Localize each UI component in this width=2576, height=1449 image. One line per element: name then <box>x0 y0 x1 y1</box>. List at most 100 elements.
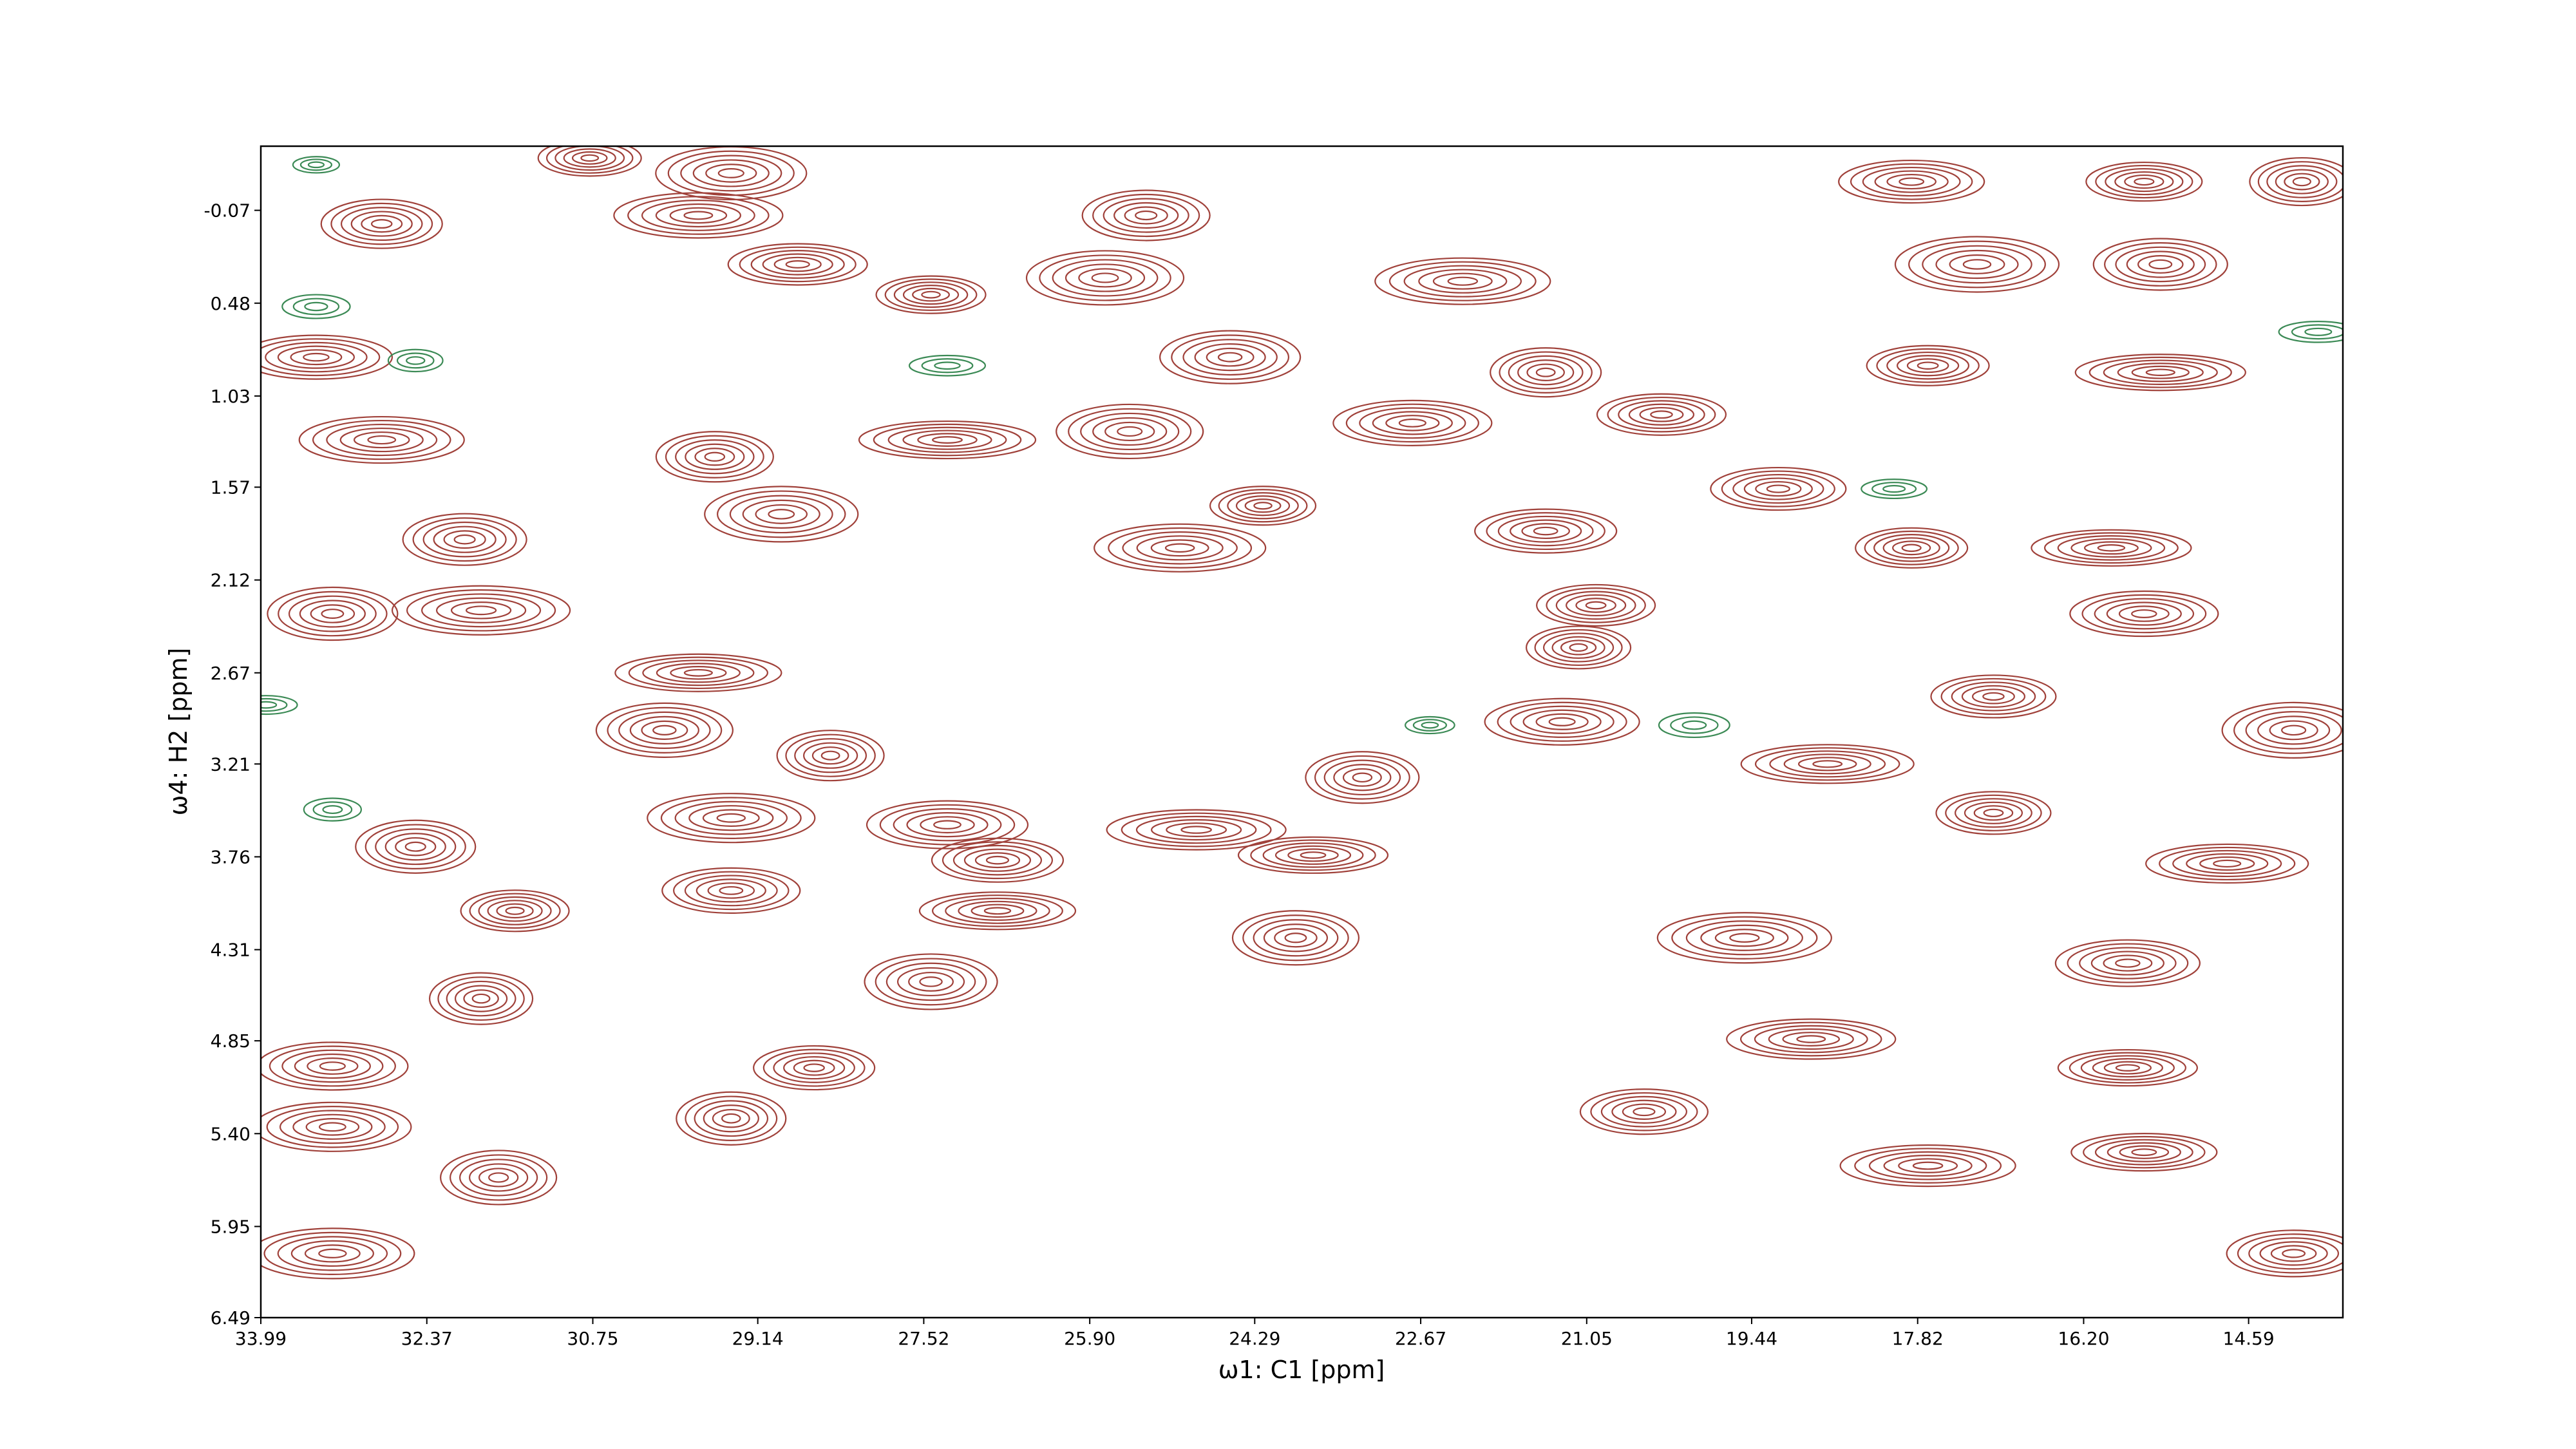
x-axis-label: ω1: C1 [ppm] <box>1218 1356 1385 1384</box>
contour-line <box>1091 272 1119 283</box>
contour-line <box>669 207 728 224</box>
contour-line <box>1263 923 1329 952</box>
contour-line <box>873 423 1022 457</box>
contour-line <box>292 156 341 174</box>
contour-line <box>712 1108 750 1128</box>
contour-line <box>2291 324 2343 340</box>
contour-line <box>2083 541 2139 555</box>
contour-line <box>958 900 1037 921</box>
contour-line <box>656 663 741 683</box>
contour-line <box>2067 943 2189 983</box>
contour-line <box>1124 206 1168 225</box>
contour-line <box>983 907 1012 915</box>
contour-line <box>487 900 543 922</box>
contour-line <box>1639 406 1684 422</box>
contour-line <box>750 250 845 279</box>
y-axis-label: ω4: H2 [ppm] <box>164 648 193 816</box>
contour-peak <box>2069 590 2219 638</box>
contour-line <box>783 1056 846 1080</box>
contour-peak <box>387 348 444 373</box>
contour-line <box>1864 530 1959 565</box>
contour-peak <box>292 156 341 174</box>
contour-line <box>1628 403 1695 426</box>
contour-line <box>739 246 857 283</box>
contour-line <box>2248 1237 2340 1270</box>
contour-line <box>1484 697 1640 746</box>
contour-line <box>1940 677 2047 715</box>
contour-line <box>1873 534 1950 562</box>
contour-line <box>1850 163 1973 200</box>
contour-line <box>299 600 366 628</box>
contour-peak <box>261 1101 412 1152</box>
contour-line <box>1898 1158 1958 1173</box>
contour-line <box>952 844 1043 876</box>
contour-line <box>762 253 833 276</box>
contour-line <box>896 967 965 997</box>
contour-line <box>1403 265 1522 298</box>
contour-peak <box>655 431 774 483</box>
contour-line <box>299 158 333 171</box>
contour-line <box>2054 939 2201 987</box>
contour-line <box>864 953 998 1010</box>
contour-line <box>1385 415 1440 431</box>
contour-line <box>1342 768 1382 787</box>
contour-peak <box>1159 330 1302 384</box>
contour-line <box>931 837 1065 883</box>
contour-line <box>298 415 465 464</box>
contour-line <box>1490 347 1602 398</box>
contour-line <box>433 526 497 553</box>
contour-line <box>1983 808 2004 817</box>
contour-line <box>437 976 525 1021</box>
contour-line <box>1685 920 1803 956</box>
contour-peak <box>1861 478 1928 500</box>
contour-line <box>1838 159 1985 204</box>
contour-peak <box>1056 403 1204 460</box>
contour-line <box>1892 540 1931 556</box>
contour-line <box>1917 361 1939 370</box>
contour-line <box>1521 523 1570 540</box>
contour-line <box>1525 625 1632 670</box>
contour-line <box>1039 254 1171 301</box>
contour-line <box>469 893 561 929</box>
contour-line <box>613 192 784 239</box>
contour-line <box>2088 356 2232 388</box>
contour-line <box>2284 173 2320 191</box>
contour-line <box>305 1118 360 1136</box>
contour-line <box>1899 177 1925 186</box>
contour-line <box>2257 161 2343 202</box>
contour-line <box>655 203 741 228</box>
contour-peak <box>614 653 782 692</box>
contour-peak <box>1106 809 1287 851</box>
contour-line <box>963 848 1032 872</box>
contour-line <box>1546 587 1646 623</box>
contour-line <box>1754 747 1900 781</box>
contour-line <box>1590 1092 1698 1132</box>
contour-peak <box>613 192 784 239</box>
contour-peak <box>918 891 1077 931</box>
contour-line <box>406 356 426 365</box>
contour-line <box>692 159 770 187</box>
contour-line <box>1700 924 1789 951</box>
contour-line <box>330 202 433 245</box>
contour-line <box>1874 170 1949 193</box>
contour-line <box>1535 367 1556 377</box>
contour-line <box>2145 368 2175 376</box>
contour-line <box>267 586 399 641</box>
contour-line <box>1739 1021 1882 1057</box>
contour-line <box>2095 164 2193 199</box>
contour-line <box>934 361 961 370</box>
contour-line <box>1068 408 1192 455</box>
contour-line <box>2057 1048 2198 1087</box>
contour-peak <box>391 585 571 636</box>
contour-line <box>1906 358 1949 374</box>
contour-line <box>1305 751 1420 804</box>
contour-peak <box>440 1150 558 1206</box>
contour-line <box>2266 165 2338 198</box>
contour-line <box>742 499 820 529</box>
contour-line <box>361 214 403 233</box>
contour-line <box>629 715 699 744</box>
contour-line <box>655 146 808 201</box>
contour-line <box>278 591 388 637</box>
contour-line <box>2114 171 2174 193</box>
contour-line <box>727 243 868 286</box>
